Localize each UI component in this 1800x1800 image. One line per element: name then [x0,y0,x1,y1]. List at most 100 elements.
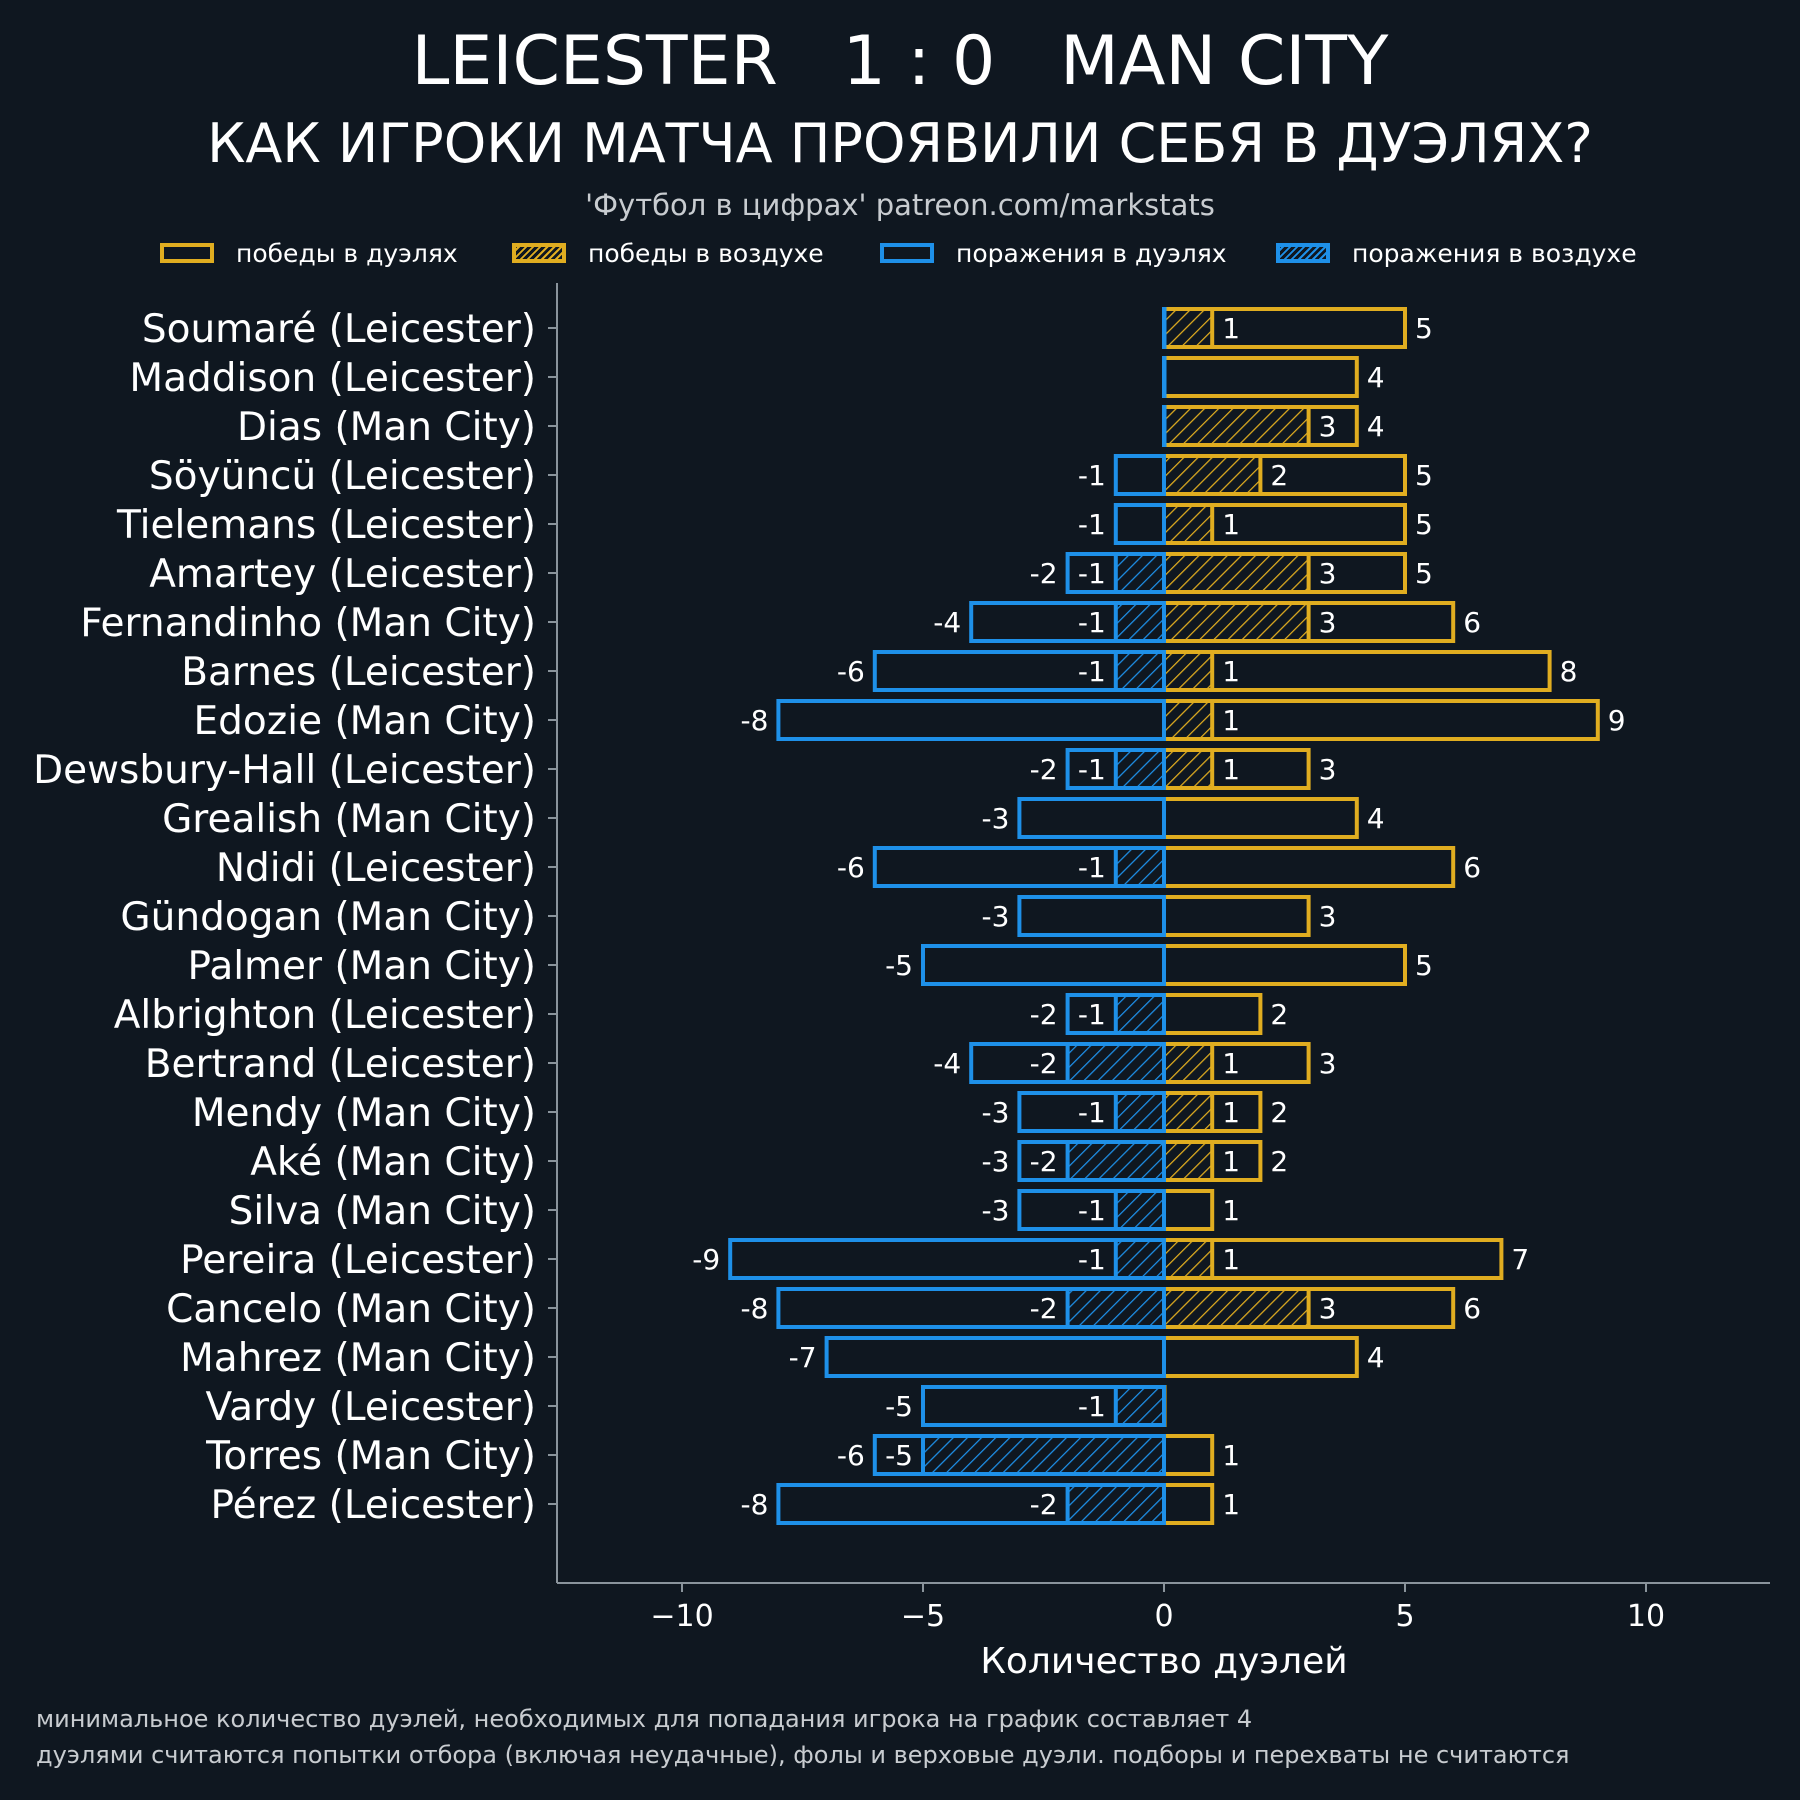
label-aerial-wins: 3 [1319,606,1337,639]
legend: победы в дуэлях победы в воздухе поражен… [0,235,1800,271]
label-duel-losses: -6 [837,851,865,884]
bar-aerial-losses [1065,1483,1166,1525]
bar-duel-losses [921,944,1166,986]
legend-label: победы в дуэлях [236,238,458,268]
legend-label: победы в воздухе [588,238,824,268]
label-aerial-wins: 1 [1222,1145,1240,1178]
bar-aerial-losses [1113,1385,1167,1427]
label-duel-losses: -8 [740,1292,768,1325]
bar-aerial-losses [1113,552,1167,594]
player-name: Palmer (Man City) [188,944,536,989]
bar-duel-losses [824,1336,1166,1378]
player-name: Cancelo (Man City) [166,1287,536,1332]
legend-item-duel-wins: победы в дуэлях [160,235,458,271]
label-duel-wins: 9 [1608,704,1626,737]
label-duel-losses: -4 [933,1047,961,1080]
label-duel-wins: 6 [1463,606,1481,639]
bar-duel-losses [1113,503,1167,545]
label-aerial-wins: 3 [1319,410,1337,443]
label-aerial-wins: 1 [1222,1096,1240,1129]
player-name: Aké (Man City) [250,1140,536,1185]
player-name: Barnes (Leicester) [181,650,536,695]
legend-swatch-duel-losses [880,243,934,263]
player-name: Gündogan (Man City) [120,895,536,940]
bar-aerial-losses [1065,1042,1166,1084]
player-name: Ndidi (Leicester) [216,846,536,891]
label-aerial-losses: -2 [1030,1488,1058,1521]
label-aerial-wins: 1 [1222,1047,1240,1080]
player-name: Pérez (Leicester) [210,1483,536,1528]
legend-item-duel-losses: поражения в дуэлях [880,235,1227,271]
player-name: Söyüncü (Leicester) [149,454,536,499]
player-name: Pereira (Leicester) [180,1238,536,1283]
label-aerial-wins: 3 [1319,557,1337,590]
legend-label: поражения в воздухе [1352,238,1637,268]
bar-aerial-wins [1162,1091,1215,1133]
label-aerial-losses: -1 [1078,655,1106,688]
x-tick-label: −5 [901,1599,945,1634]
label-aerial-losses: -1 [1078,851,1106,884]
bar-duel-wins [1162,356,1359,398]
player-name: Fernandinho (Man City) [80,601,536,646]
legend-swatch-duel-wins [160,243,214,263]
label-duel-losses: -1 [1078,459,1106,492]
label-aerial-losses: -1 [1078,606,1106,639]
bar-aerial-wins [1162,503,1215,545]
bar-duel-wins [1162,1238,1504,1280]
label-duel-wins: 6 [1463,1292,1481,1325]
bar-aerial-losses [1113,1238,1167,1280]
label-duel-wins: 5 [1415,312,1433,345]
bar-aerial-losses [1113,1189,1167,1231]
bar-duel-wins [1162,1434,1215,1476]
bar-aerial-wins [1162,699,1215,741]
bar-duel-wins [1162,993,1263,1035]
label-duel-losses: -6 [837,655,865,688]
label-duel-losses: -7 [789,1341,817,1374]
x-tick-label: 0 [1154,1599,1173,1634]
footnote-definition: дуэлями считаются попытки отбора (включа… [36,1741,1570,1769]
bar-aerial-wins [1162,601,1311,643]
bar-duel-wins [1162,846,1456,888]
bar-aerial-wins [1162,1042,1215,1084]
bar-duel-wins [1162,944,1407,986]
bar-aerial-wins [1162,552,1311,594]
bar-aerial-losses [921,1434,1166,1476]
bar-duel-wins [1162,1189,1215,1231]
label-duel-wins: 2 [1270,1096,1288,1129]
bar-duel-losses [1162,307,1167,349]
bar-aerial-wins [1162,748,1215,790]
player-name: Bertrand (Leicester) [145,1042,536,1087]
bar-aerial-wins [1162,1238,1215,1280]
bar-aerial-wins [1162,405,1311,447]
chart-source: 'Футбол в цифрах' patreon.com/markstats [585,188,1215,222]
label-duel-wins: 3 [1319,1047,1337,1080]
player-name: Edozie (Man City) [194,699,537,744]
label-duel-losses: -3 [981,1096,1009,1129]
legend-item-aerial-losses: поражения в воздухе [1276,235,1637,271]
label-duel-wins: 5 [1415,508,1433,541]
label-duel-wins: 4 [1367,1341,1385,1374]
legend-label: поражения в дуэлях [956,238,1227,268]
bar-aerial-losses [1065,1287,1166,1329]
bar-duel-losses [1162,356,1167,398]
x-axis-label: Количество дуэлей [980,1641,1347,1682]
bar-duel-losses [1017,797,1167,839]
player-name: Silva (Man City) [229,1189,536,1234]
label-duel-losses: -3 [981,802,1009,835]
player-name: Mendy (Man City) [192,1091,536,1136]
label-aerial-wins: 1 [1222,655,1240,688]
label-duel-losses: -2 [1030,557,1058,590]
bar-duel-wins [1162,1336,1359,1378]
label-duel-wins: 5 [1415,557,1433,590]
bar-aerial-losses [1113,1091,1167,1133]
label-duel-wins: 5 [1415,459,1433,492]
player-name: Dewsbury-Hall (Leicester) [33,748,536,793]
label-duel-wins: 4 [1367,410,1385,443]
bar-duel-losses [1017,895,1167,937]
label-aerial-losses: -1 [1078,557,1106,590]
bar-aerial-wins [1162,307,1215,349]
player-name: Albrighton (Leicester) [114,993,536,1038]
label-duel-losses: -2 [1030,998,1058,1031]
label-aerial-wins: 1 [1222,704,1240,737]
